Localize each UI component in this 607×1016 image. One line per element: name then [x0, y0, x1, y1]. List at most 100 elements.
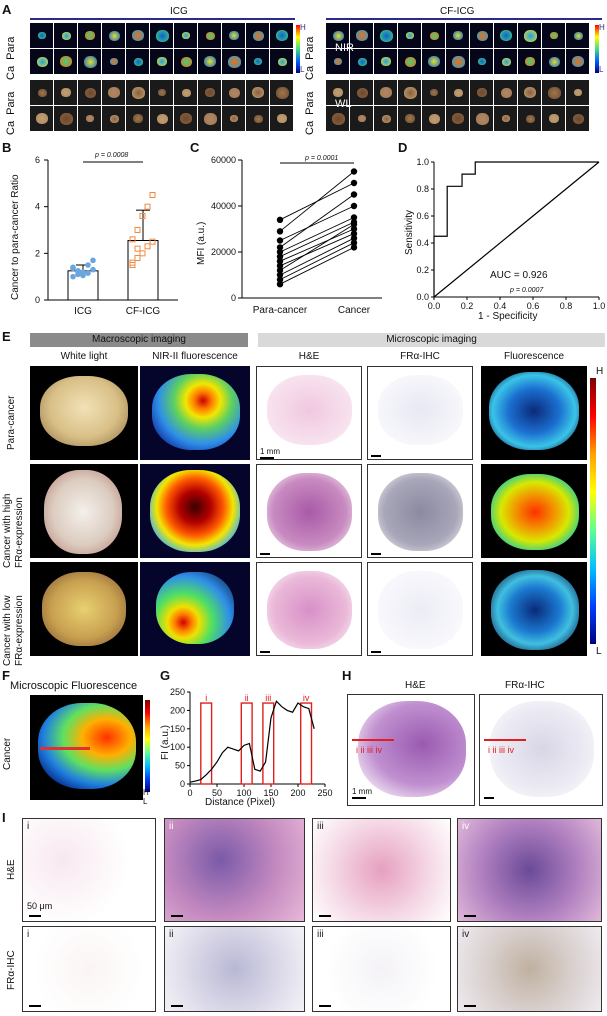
- a-wl-tile: [374, 80, 397, 105]
- c-point-cancer: [350, 202, 358, 210]
- g-x-tick-label: 0: [187, 788, 192, 798]
- panel-g-ylabel: FI (a.u.): [160, 724, 171, 760]
- a-tissue-spot: [36, 113, 48, 124]
- a-wl-tile: [54, 106, 77, 131]
- g-y-tick-label: 150: [170, 724, 185, 734]
- c-pair-line: [279, 171, 355, 232]
- c-pair-line: [279, 242, 355, 281]
- a-tissue-spot: [334, 58, 342, 65]
- a-tissue-spot: [181, 88, 191, 97]
- panel-f-side-label: Cancer: [2, 737, 13, 770]
- a-nir-tile: [326, 23, 349, 48]
- a-wl-tile: [78, 106, 101, 131]
- a-tissue-spot: [453, 88, 463, 97]
- panel-i-row-ihc: FRα-IHC: [6, 950, 17, 990]
- a-wl-tile: [54, 80, 77, 105]
- a-tissue-spot: [475, 112, 489, 125]
- g-x-tick-label: 250: [317, 788, 332, 798]
- e-fluorescence-image: [481, 562, 587, 656]
- a-tissue-spot: [36, 56, 48, 67]
- g-region-box: [240, 702, 253, 785]
- a-nir-tile: [222, 23, 245, 48]
- c-y-tick-label: 60000: [211, 155, 236, 165]
- f-colorbar: [145, 700, 150, 792]
- d-roc-curve: [433, 161, 599, 297]
- a-wl-tile: [542, 80, 565, 105]
- panel-g-xlabel: Distance (Pixel): [205, 797, 276, 808]
- a-tissue-spot: [203, 112, 217, 125]
- a-wl-tile: [174, 80, 197, 105]
- a-tissue-spot: [430, 89, 438, 96]
- a-tissue-spot: [180, 113, 192, 124]
- c-pair-line: [279, 233, 355, 267]
- b-point-icg: [85, 270, 91, 276]
- a-nir-tile: [246, 49, 269, 74]
- a-tissue-spot: [452, 113, 464, 124]
- a-wl-tile: [102, 106, 125, 131]
- c-point-para: [276, 244, 284, 251]
- a-tissue-spot: [85, 31, 95, 40]
- panel-d-ylabel: Sensitivity: [404, 209, 415, 255]
- panel-h-col1: H&E: [405, 680, 426, 691]
- i-he-image: ii: [164, 818, 305, 922]
- panel-e-col-fluorescence: Fluorescence: [503, 351, 565, 362]
- d-x-tick-label: 0.0: [428, 301, 441, 311]
- a-tissue-spot: [356, 87, 368, 98]
- a-wl-tile: [494, 80, 517, 105]
- a-wl-label: WL: [335, 98, 352, 110]
- a-wl-tile: [566, 80, 589, 105]
- g-y-tick-label: 100: [170, 742, 185, 752]
- a-tissue-spot: [357, 57, 367, 66]
- a-tissue-spot: [158, 89, 166, 96]
- a-nir-tile: [518, 23, 541, 48]
- a-wl-tile: [246, 80, 269, 105]
- g-x-tick-label: 150: [263, 788, 278, 798]
- a-tissue-spot: [573, 31, 583, 40]
- a-tissue-spot: [572, 113, 584, 124]
- a-wl-tile: [398, 106, 421, 131]
- c-point-cancer: [350, 225, 358, 233]
- i-region-label: i: [27, 821, 30, 832]
- a-wl-tile: [518, 80, 541, 105]
- e-ihc-image: [367, 366, 473, 460]
- d-y-tick-label: 0.6: [416, 211, 429, 221]
- b-point-icg: [85, 262, 91, 268]
- b-bar: [127, 240, 159, 301]
- a-nir-tile: [494, 23, 517, 48]
- a-tissue-spot: [59, 112, 73, 125]
- a-wl-tile: [326, 106, 349, 131]
- a-wl-tile: [422, 80, 445, 105]
- a-tissue-spot: [405, 114, 415, 123]
- i-region-label: ii: [169, 821, 174, 832]
- a-wl-tile: [30, 80, 53, 105]
- b-x-tick-label: CF-ICG: [126, 306, 161, 315]
- panel-e-col-nir: NIR-II fluorescence: [152, 351, 238, 362]
- c-pair-line: [279, 194, 355, 248]
- c-point-para: [276, 258, 284, 265]
- a-nir-tile: [446, 23, 469, 48]
- a-tissue-spot: [332, 30, 344, 41]
- a-tissue-spot: [133, 114, 143, 123]
- a-nir-tile: [54, 49, 77, 74]
- e-white-light-image: [30, 464, 138, 558]
- panel-g-letter: G: [160, 668, 171, 683]
- panel-d-auc: AUC = 0.926: [490, 270, 548, 281]
- a-tissue-spot: [277, 114, 287, 123]
- panel-e-row-para-cancer: Para-cancer: [6, 395, 17, 450]
- a-wl-tile: [150, 106, 173, 131]
- a-nir-tile: [174, 49, 197, 74]
- c-point-para: [276, 228, 284, 235]
- panel-d-chart: 0.00.0 0.2 0.2 0.4 0.4 0.6 0.6 0.8 0.8 1.0 1.0: [416, 157, 605, 311]
- b-point-cficg: [139, 213, 146, 219]
- c-point-para: [276, 262, 284, 269]
- a-nir-tile: [78, 49, 101, 74]
- d-diagonal: [433, 161, 600, 298]
- a-tissue-spot: [501, 57, 511, 66]
- panel-e-row-low: Cancer with low: [2, 595, 13, 666]
- a-wl-tile: [446, 106, 469, 131]
- a-tissue-spot: [524, 87, 536, 98]
- a-tissue-spot: [523, 29, 537, 42]
- i-region-label: iii: [317, 821, 324, 832]
- a-wl-tile: [326, 80, 349, 105]
- e-ihc-image: [367, 464, 473, 558]
